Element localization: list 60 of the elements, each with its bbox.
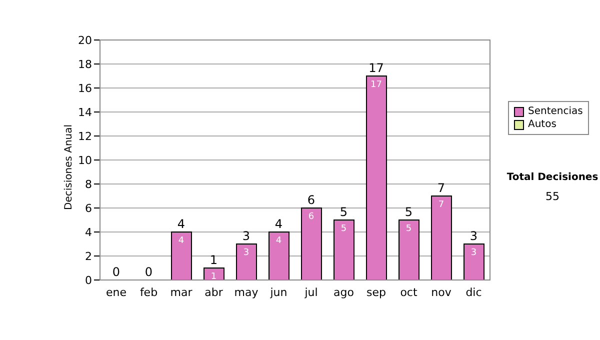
y-tick-label: 16 [78, 82, 92, 95]
total-label: 4 [274, 217, 283, 231]
x-tick-label: jul [304, 286, 318, 299]
y-tick-label: 18 [78, 58, 92, 71]
x-tick-label: oct [400, 286, 418, 299]
bar [268, 232, 290, 280]
y-tick-label: 10 [78, 154, 92, 167]
bar [301, 208, 322, 280]
text: Total Decisiones [506, 172, 600, 183]
total-label: 0 [112, 265, 120, 279]
total-label: 6 [307, 193, 316, 207]
data-label: 4 [178, 236, 184, 246]
x-tick-label: sep [366, 286, 386, 299]
y-axis-title: Decisiones Anual [64, 124, 75, 210]
text: 55 [544, 190, 560, 203]
data-label: 5 [406, 224, 412, 234]
total-label: 3 [470, 229, 478, 243]
bar [431, 196, 452, 280]
total-label: 5 [404, 205, 413, 219]
y-tick-label: 20 [78, 34, 92, 47]
x-tick-label: dic [466, 286, 482, 299]
bar [366, 76, 387, 280]
data-label: 1 [210, 272, 217, 282]
y-tick-label: 14 [78, 106, 92, 119]
data-label: 17 [370, 80, 382, 90]
data-label: 3 [470, 248, 477, 258]
x-tick-label: abr [204, 286, 224, 299]
y-tick-label: 12 [78, 130, 92, 143]
data-label: 6 [308, 212, 314, 222]
bar [464, 244, 484, 280]
total-label: 17 [368, 61, 384, 75]
x-tick-label: jun [269, 286, 288, 299]
total-label: 5 [340, 205, 348, 219]
y-tick-label: 2 [85, 250, 92, 263]
x-tick-label: feb [140, 286, 158, 299]
total-label: 3 [242, 229, 250, 243]
x-tick-label: nov [431, 286, 452, 299]
legend-label: Sentencias [528, 105, 583, 118]
bar [204, 268, 224, 280]
y-tick-label: 4 [85, 226, 92, 239]
y-tick-label: 8 [85, 178, 92, 191]
data-label: 3 [243, 248, 250, 258]
total-label: 0 [144, 265, 153, 279]
legend-label: Autos [528, 118, 556, 131]
bar [236, 244, 257, 280]
bar [171, 232, 192, 280]
total-label: 1 [210, 253, 218, 267]
x-tick-label: ene [106, 286, 127, 299]
total-label: 4 [177, 217, 186, 231]
y-tick-label: 0 [85, 274, 92, 287]
x-tick-label: mar [170, 286, 193, 299]
data-label: 7 [438, 200, 444, 210]
x-tick-label: ago [334, 286, 354, 299]
y-tick-label: 6 [85, 202, 92, 215]
total-label: 7 [437, 181, 446, 195]
bar [334, 220, 354, 280]
data-label: 4 [276, 236, 282, 246]
data-label: 5 [340, 224, 347, 234]
x-tick-label: may [234, 286, 259, 299]
bar [398, 220, 420, 280]
